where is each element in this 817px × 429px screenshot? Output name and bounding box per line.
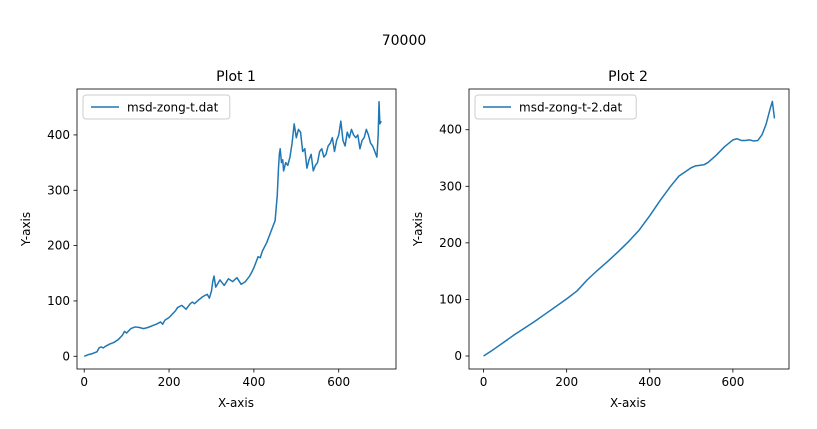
subplot-2-ytick-label: 100 [439, 292, 462, 306]
subplot-2-series-line-0 [483, 100, 776, 357]
subplot-2-xtick-label: 400 [638, 375, 661, 389]
subplot-2-ytick-label: 0 [454, 349, 462, 363]
subplot-1-ytick-label: 200 [47, 239, 70, 253]
figure-suptitle: 70000 [382, 33, 427, 49]
subplot-2: Plot 2 X-axis Y-axis 0 200 400 600 0 100 200 30… [411, 69, 790, 410]
subplot-1-ylabel: Y-axis [19, 212, 33, 247]
subplot-2-ytick-label: 400 [439, 123, 462, 137]
subplot-1-legend-box [82, 94, 231, 120]
subplot-1-xtick-label: 0 [80, 375, 88, 389]
subplot-1-title: Plot 1 [216, 69, 256, 85]
subplot-1-xtick-label: 200 [158, 375, 181, 389]
subplot-2-xtick-label: 200 [555, 375, 578, 389]
subplot-1-xlabel: X-axis [218, 396, 254, 410]
subplot-2-ytick-label: 200 [439, 236, 462, 250]
subplot-2-ylabel: Y-axis [411, 212, 425, 247]
subplot-1-ytick-label: 300 [47, 183, 70, 197]
subplot-2-legend-label: msd-zong-t-2.dat [519, 101, 623, 115]
subplot-2-xtick-label: 0 [480, 375, 488, 389]
subplot-2-xlabel: X-axis [610, 396, 646, 410]
subplot-1-legend: msd-zong-t.dat [82, 94, 231, 120]
subplot-1-ytick-label: 400 [47, 128, 70, 142]
subplot-2-legend-box [474, 94, 637, 120]
subplot-1-ytick-label: 100 [47, 294, 70, 308]
subplot-1-series-line-0 [83, 100, 382, 357]
subplot-1-plot-frame [76, 88, 397, 370]
subplot-1-legend-label: msd-zong-t.dat [127, 101, 219, 115]
subplot-2-legend: msd-zong-t-2.dat [474, 94, 637, 120]
subplot-2-title: Plot 2 [608, 69, 648, 85]
subplot-2-ytick-label: 300 [439, 179, 462, 193]
subplot-2-xtick-label: 600 [721, 375, 744, 389]
subplot-1-ytick-label: 0 [62, 349, 70, 363]
subplot-1-xtick-label: 600 [327, 375, 350, 389]
subplot-2-plot-frame [468, 88, 790, 370]
subplot-1-xtick-label: 400 [242, 375, 265, 389]
subplot-1: Plot 1 X-axis Y-axis 0 200 400 600 0 100 200 30… [19, 69, 397, 410]
